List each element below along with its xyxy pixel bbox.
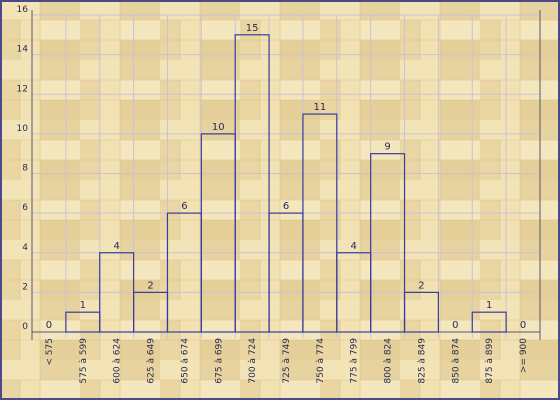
x-tick-label: 600 à 624: [113, 338, 123, 384]
bar: [234, 34, 270, 333]
bar-value-label: 4: [113, 241, 119, 252]
y-tick-label: 8: [22, 164, 28, 174]
x-tick-label: 775 à 799: [350, 338, 360, 384]
bar-value-label: 0: [46, 320, 52, 331]
y-tick-label: 6: [22, 203, 28, 213]
x-tick-label: >= 900: [519, 338, 529, 373]
y-tick-label: 14: [17, 45, 29, 55]
bars: [65, 34, 507, 333]
x-tick-label: 850 à 874: [451, 338, 461, 384]
y-tick-label: 10: [17, 124, 29, 134]
bar-value-label: 4: [351, 241, 357, 252]
bar-value-label: 1: [486, 300, 492, 311]
bar-value-label: 0: [452, 320, 458, 331]
x-tick-label: 750 à 774: [316, 338, 326, 384]
x-tick-label: 575 à 599: [79, 338, 89, 384]
bar-value-label: 6: [181, 201, 187, 212]
x-tick-label: 800 à 824: [384, 338, 394, 384]
y-tick-label: 0: [22, 322, 28, 332]
bar-value-label: 2: [418, 280, 424, 291]
bar: [370, 153, 406, 333]
bar-value-label: 11: [313, 102, 326, 113]
x-tick-label: < 575: [45, 338, 55, 366]
bar-value-label: 6: [283, 201, 289, 212]
x-tick-label: 625 à 649: [147, 338, 157, 384]
x-tick-label: 700 à 724: [248, 338, 258, 384]
bar-value-label: 15: [246, 23, 259, 34]
bar-value-label: 1: [80, 300, 86, 311]
bar: [302, 113, 338, 333]
x-tick-label: 675 à 699: [214, 338, 224, 384]
x-tick-label: 825 à 849: [417, 338, 427, 384]
y-tick-label: 2: [22, 282, 28, 292]
bar-value-label: 10: [212, 122, 225, 133]
bar: [471, 311, 507, 333]
x-tick-label: 650 à 674: [180, 338, 190, 384]
x-tick-label: 875 à 899: [485, 338, 495, 384]
bar-value-label: 9: [384, 142, 390, 153]
bar: [403, 291, 439, 333]
y-tick-label: 12: [17, 84, 28, 94]
y-tick-label: 16: [17, 5, 29, 15]
bar-value-label: 0: [520, 320, 526, 331]
x-tick-label: 725 à 749: [282, 338, 292, 384]
y-tick-label: 4: [22, 243, 28, 253]
bar-value-label: 2: [147, 280, 153, 291]
